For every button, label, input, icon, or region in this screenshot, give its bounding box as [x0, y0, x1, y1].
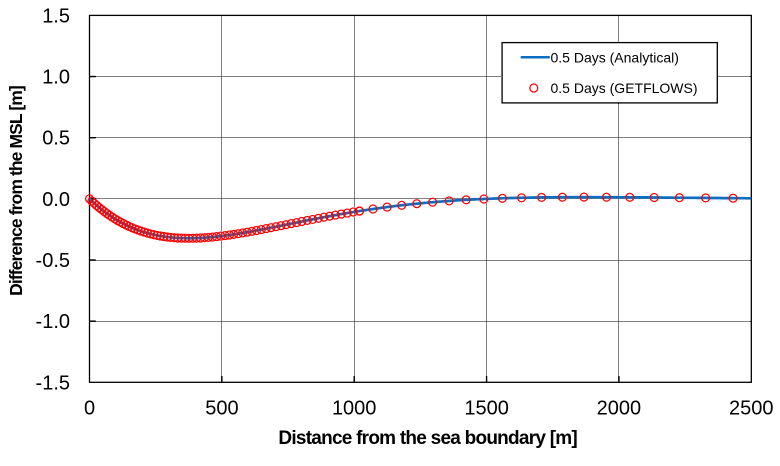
svg-text:0.5 Days (Analytical): 0.5 Days (Analytical)	[551, 49, 679, 65]
svg-text:1500: 1500	[464, 398, 509, 420]
svg-text:-1.0: -1.0	[36, 311, 70, 333]
svg-text:1000: 1000	[332, 398, 377, 420]
svg-text:2500: 2500	[729, 398, 774, 420]
svg-text:1.5: 1.5	[42, 5, 70, 27]
svg-text:0.5 Days (GETFLOWS): 0.5 Days (GETFLOWS)	[551, 80, 698, 96]
svg-text:500: 500	[205, 398, 238, 420]
svg-text:Difference from the MSL [m]: Difference from the MSL [m]	[6, 86, 26, 296]
svg-text:0.5: 0.5	[42, 128, 70, 150]
svg-text:Distance from the sea boundary: Distance from the sea boundary [m]	[278, 428, 577, 449]
svg-text:0: 0	[84, 398, 95, 420]
svg-text:0.0: 0.0	[42, 189, 70, 211]
svg-text:-0.5: -0.5	[36, 250, 70, 272]
svg-text:-1.5: -1.5	[36, 372, 70, 394]
svg-text:1.0: 1.0	[42, 67, 70, 89]
svg-text:2000: 2000	[597, 398, 642, 420]
